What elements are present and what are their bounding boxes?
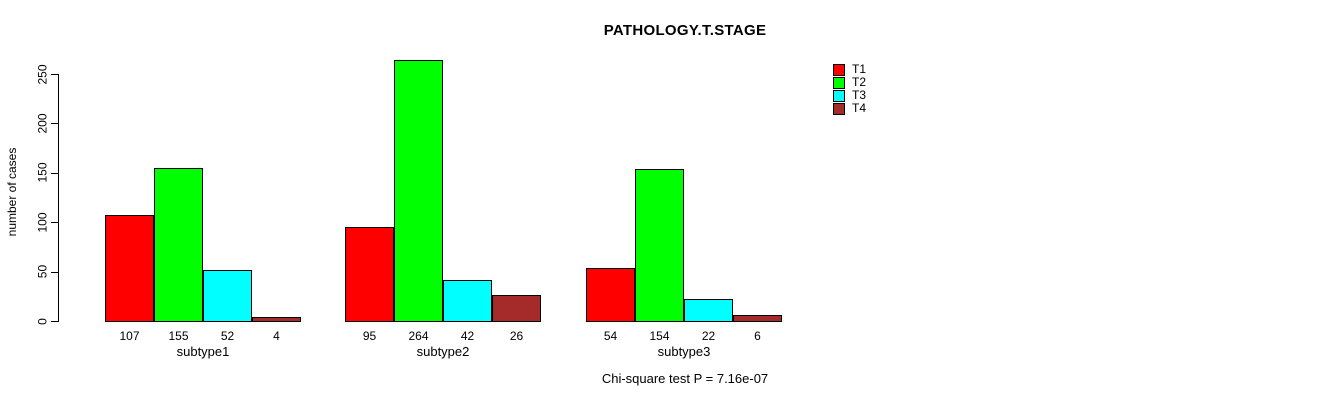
bar-t2-subtype2 (394, 60, 443, 322)
y-axis-tick-label: 100 (35, 212, 50, 233)
category-label-subtype1: subtype1 (176, 344, 230, 359)
bar-value-label: 22 (701, 329, 716, 343)
y-axis-tick-label: 0 (35, 317, 50, 325)
bar-t4-subtype3 (733, 315, 782, 322)
bar-t4-subtype1 (252, 317, 301, 322)
legend-label-t2: T2 (852, 75, 867, 89)
bar-value-label: 95 (362, 329, 377, 343)
legend-label-t1: T1 (852, 62, 867, 76)
bar-value-label: 52 (220, 329, 235, 343)
legend-swatch-t1 (833, 63, 845, 76)
bar-t2-subtype1 (154, 168, 203, 322)
bar-value-label: 264 (408, 329, 429, 343)
y-axis-tick (51, 321, 58, 322)
bar-t1-subtype3 (586, 268, 635, 322)
bar-value-label: 4 (273, 329, 280, 343)
category-label-subtype2: subtype2 (416, 344, 470, 359)
bar-value-label: 155 (168, 329, 189, 343)
chart-title: PATHOLOGY.T.STAGE (603, 22, 767, 39)
y-axis-tick-label: 250 (35, 63, 50, 85)
y-axis-tick (51, 172, 58, 174)
bar-value-label: 107 (119, 329, 140, 343)
bar-t3-subtype3 (684, 299, 733, 322)
y-axis-tick (51, 222, 58, 224)
y-axis-tick-label: 50 (35, 264, 50, 279)
bar-value-label: 154 (649, 329, 670, 343)
bar-t4-subtype2 (492, 295, 541, 322)
legend-item-t2: T2 (833, 76, 866, 89)
y-axis-tick (51, 271, 58, 273)
y-axis-tick (51, 123, 58, 125)
y-axis-tick-label: 200 (35, 113, 50, 134)
bar-value-label: 42 (460, 329, 475, 343)
chi-square-annotation: Chi-square test P = 7.16e-07 (601, 371, 769, 386)
legend-swatch-t2 (833, 76, 845, 89)
legend-swatch-t4 (833, 102, 845, 115)
bar-t3-subtype1 (203, 270, 252, 322)
y-axis-line (58, 74, 59, 322)
legend-item-t4: T4 (833, 102, 866, 115)
bar-t2-subtype3 (635, 169, 684, 322)
legend-swatch-t3 (833, 89, 845, 102)
bar-t1-subtype2 (345, 227, 394, 322)
legend-label-t4: T4 (852, 101, 867, 115)
legend-label-t3: T3 (852, 88, 867, 102)
bar-value-label: 6 (754, 329, 761, 343)
legend-item-t3: T3 (833, 89, 866, 102)
category-label-subtype3: subtype3 (657, 344, 711, 359)
bar-value-label: 26 (509, 329, 524, 343)
y-axis-tick (51, 74, 58, 75)
bar-value-label: 54 (603, 329, 618, 343)
legend: T1 T2 T3 T4 (833, 63, 866, 115)
bar-t1-subtype1 (105, 215, 154, 322)
y-axis-tick-label: 150 (35, 162, 50, 183)
bar-t3-subtype2 (443, 280, 492, 322)
legend-item-t1: T1 (833, 63, 866, 76)
